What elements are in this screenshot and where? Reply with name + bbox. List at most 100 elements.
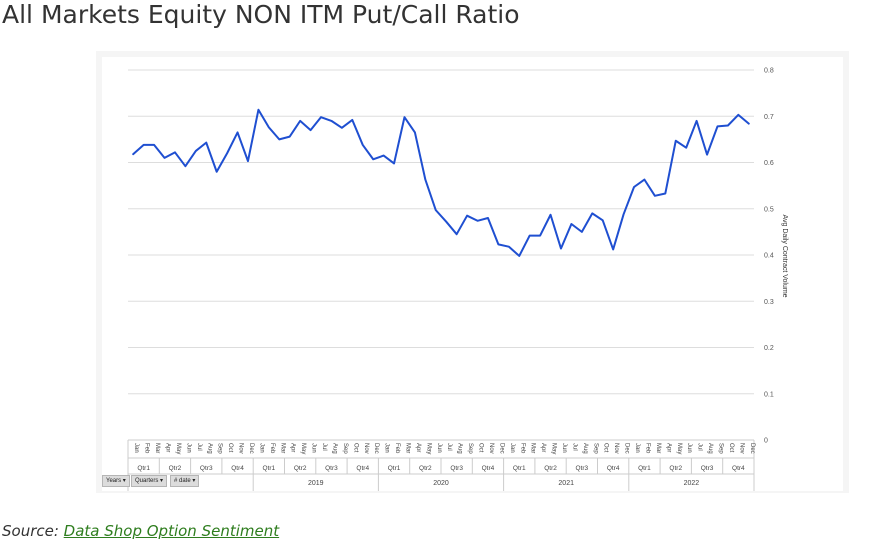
month-tick-label: Mar [279,443,285,453]
page-title: All Markets Equity NON ITM Put/Call Rati… [2,0,520,29]
data-point[interactable] [308,128,313,133]
month-tick-label: Feb [144,443,150,454]
month-tick-label: Jul [196,443,202,451]
month-tick-label: Jan [258,443,264,453]
data-point[interactable] [465,213,470,218]
data-point[interactable] [444,219,449,224]
data-point[interactable] [506,244,511,249]
quarter-label: Qtr2 [669,465,682,472]
quarter-label: Qtr4 [732,465,745,472]
source-prefix: Source: [2,522,64,540]
quarter-label: Qtr1 [137,465,150,472]
month-tick-label: Jul [571,443,577,451]
month-tick-label: Nov [363,443,369,454]
data-point[interactable] [402,115,407,120]
data-point[interactable] [538,233,543,238]
data-point[interactable] [684,145,689,150]
month-tick-label: May [425,443,431,454]
data-point[interactable] [214,169,219,174]
data-point[interactable] [350,117,355,122]
data-point[interactable] [705,152,710,157]
data-point[interactable] [558,246,563,251]
data-point[interactable] [277,137,282,142]
data-point[interactable] [141,142,146,147]
data-point[interactable] [162,155,167,160]
month-tick-label: Apr [165,443,171,452]
data-point[interactable] [621,212,626,217]
month-tick-label: Jun [561,443,567,453]
data-point[interactable] [183,164,188,169]
quarter-label: Qtr1 [388,465,401,472]
data-point[interactable] [392,161,397,166]
month-tick-label: Aug [582,443,588,454]
data-point[interactable] [256,107,261,112]
month-tick-label: Mar [655,443,661,453]
data-point[interactable] [673,138,678,143]
quarter-label: Qtr3 [325,465,338,472]
data-point[interactable] [454,232,459,237]
month-tick-label: Oct [478,443,484,453]
data-point[interactable] [193,148,198,153]
month-tick-label: Mar [530,443,536,453]
data-point[interactable] [381,153,386,158]
data-point[interactable] [475,218,480,223]
data-point[interactable] [371,157,376,162]
data-point[interactable] [152,142,157,147]
quarter-label: Qtr3 [450,465,463,472]
data-point[interactable] [412,130,417,135]
data-point[interactable] [590,211,595,216]
data-point[interactable] [131,152,136,157]
month-tick-label: Nov [738,443,744,454]
data-point[interactable] [632,185,637,190]
data-point[interactable] [245,159,250,164]
data-point[interactable] [266,125,271,130]
data-point[interactable] [517,253,522,258]
data-point[interactable] [339,125,344,130]
quarter-label: Qtr1 [638,465,651,472]
y-tick-label: 0.6 [764,160,774,167]
data-point[interactable] [548,212,553,217]
data-point[interactable] [204,140,209,145]
data-point[interactable] [611,247,616,252]
data-point[interactable] [360,142,365,147]
month-tick-label: May [551,443,557,454]
month-tick-label: Jun [311,443,317,453]
years-field-button[interactable]: Years ▾ [102,475,130,487]
data-point[interactable] [694,118,699,123]
date-field-button[interactable]: # date ▾ [170,475,200,487]
data-point[interactable] [527,233,532,238]
y-axis-label: Avg Daily Contract Volume [781,214,788,297]
data-point[interactable] [423,177,428,182]
data-point[interactable] [652,193,657,198]
data-point[interactable] [642,177,647,182]
data-point[interactable] [725,123,730,128]
quarter-label: Qtr1 [513,465,526,472]
data-point[interactable] [329,118,334,123]
data-point[interactable] [225,151,230,156]
y-tick-label: 0.7 [764,114,774,121]
data-point[interactable] [746,121,751,126]
month-tick-label: Aug [206,443,212,454]
data-point[interactable] [496,242,501,247]
data-point[interactable] [235,130,240,135]
data-point[interactable] [298,118,303,123]
data-point[interactable] [663,191,668,196]
data-point[interactable] [172,150,177,155]
month-tick-label: Mar [405,443,411,453]
month-tick-label: Aug [332,443,338,454]
data-point[interactable] [485,216,490,221]
quarters-field-button[interactable]: Quarters ▾ [131,475,168,487]
data-point[interactable] [736,112,741,117]
quarter-label: Qtr1 [263,465,276,472]
data-point[interactable] [569,222,574,227]
data-point[interactable] [579,229,584,234]
data-point[interactable] [433,208,438,213]
month-tick-label: Jan [509,443,515,453]
data-point[interactable] [715,124,720,129]
data-point[interactable] [287,134,292,139]
source-link[interactable]: Data Shop Option Sentiment [63,522,280,540]
data-point[interactable] [600,218,605,223]
data-point[interactable] [319,115,324,120]
month-tick-label: Aug [457,443,463,454]
plot-background [102,57,843,491]
